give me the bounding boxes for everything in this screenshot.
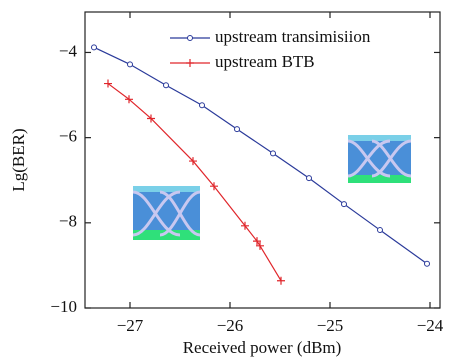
series-line xyxy=(108,84,281,281)
point xyxy=(235,127,240,132)
y-tick-label: −8 xyxy=(59,212,77,231)
point xyxy=(200,103,205,108)
legend-label: upstream BTB xyxy=(215,52,315,71)
y-axis-label: Lg(BER) xyxy=(9,128,28,191)
legend-marker xyxy=(188,36,193,41)
chart: Received power (dBm) Lg(BER) −27 −26 −25 −2… xyxy=(0,0,459,360)
point xyxy=(378,228,383,233)
x-tick-label: −27 xyxy=(117,316,144,335)
point xyxy=(277,277,285,285)
point xyxy=(342,202,347,207)
x-tick-label: −24 xyxy=(417,316,444,335)
legend-label: upstream transimisiion xyxy=(215,27,371,46)
y-tick-label: −6 xyxy=(59,127,77,146)
legend-marker xyxy=(186,59,194,67)
x-tick-label: −25 xyxy=(317,316,344,335)
eye-diagram xyxy=(348,135,411,183)
point xyxy=(92,45,97,50)
x-axis-label: Received power (dBm) xyxy=(183,338,342,357)
point xyxy=(164,83,169,88)
y-tick-label: −4 xyxy=(59,41,78,60)
x-tick-label: −26 xyxy=(217,316,244,335)
point xyxy=(128,62,133,67)
point xyxy=(307,176,312,181)
y-tick-label: −10 xyxy=(50,297,77,316)
eye-diagram xyxy=(133,186,200,240)
point xyxy=(425,261,430,266)
point xyxy=(271,151,276,156)
